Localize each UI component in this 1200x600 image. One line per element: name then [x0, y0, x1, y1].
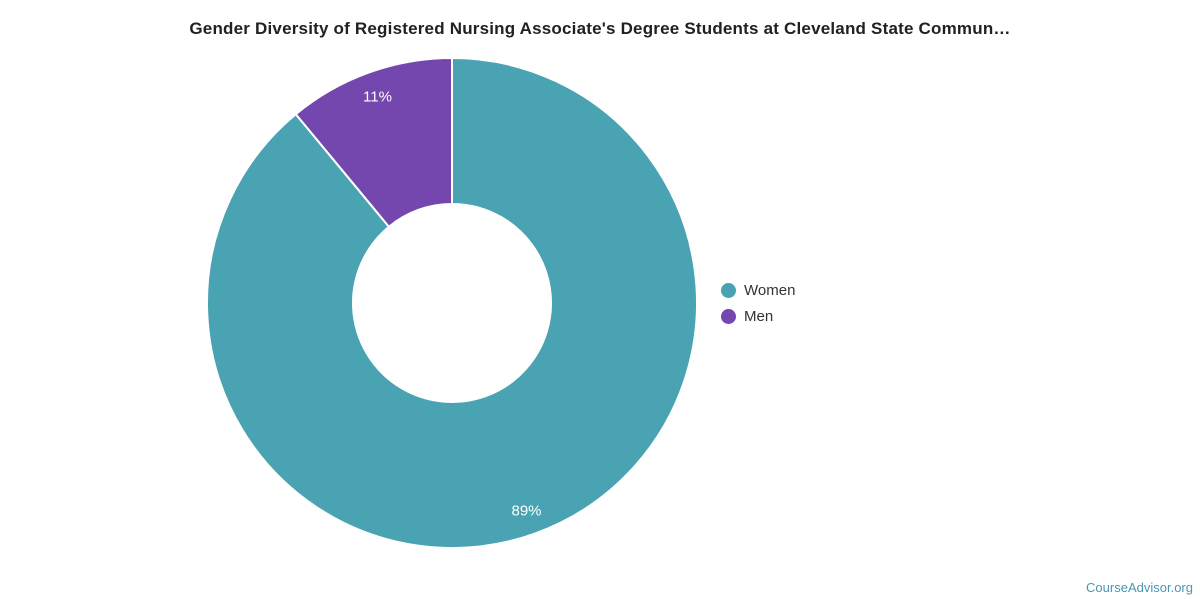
legend-label-women: Women	[744, 281, 796, 299]
pie-slice-men[interactable]	[294, 57, 453, 228]
legend-item-women[interactable]: Women	[721, 277, 795, 303]
pie-slice-women[interactable]	[206, 57, 698, 549]
data-label-women: 89%	[511, 502, 541, 519]
data-label-men: 11%	[363, 88, 392, 105]
legend-item-men[interactable]: Men	[721, 303, 795, 329]
legend-marker-men-icon	[721, 308, 736, 324]
chart-title: Gender Diversity of Registered Nursing A…	[189, 19, 1011, 38]
legend-marker-women-icon	[721, 282, 736, 298]
legend-label-men: Men	[744, 307, 774, 325]
attribution-link[interactable]: CourseAdvisor.org	[1086, 580, 1193, 595]
legend: Women Men	[721, 277, 795, 329]
